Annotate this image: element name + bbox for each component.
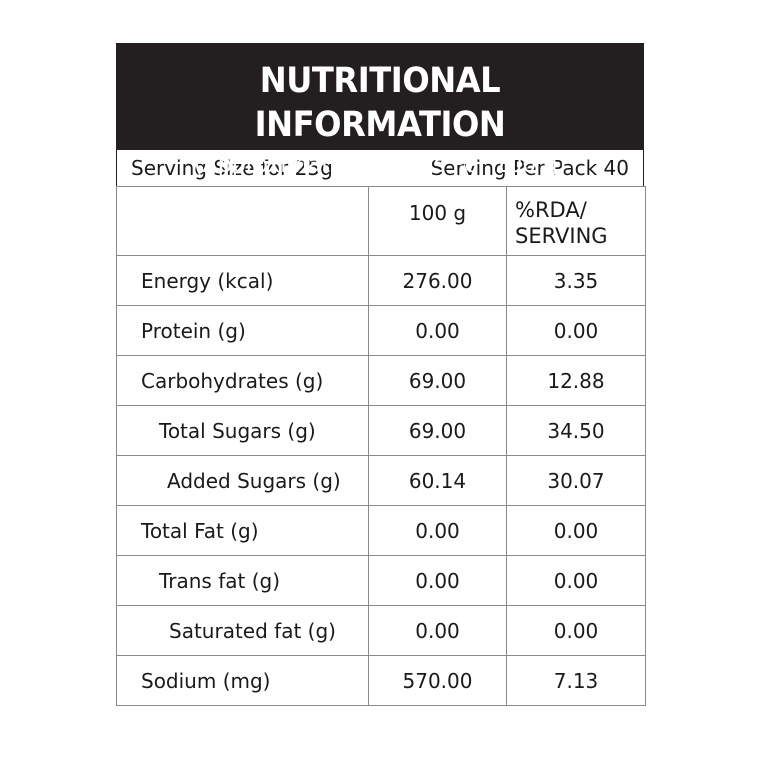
- table-row: Total Sugars (g) 69.00 34.50: [116, 405, 646, 456]
- row-label: Trans fat (g): [116, 555, 369, 606]
- column-header-per-100g: 100 g: [368, 186, 507, 256]
- row-rda-value: 3.35: [506, 255, 646, 306]
- row-per100-value: 0.00: [368, 605, 507, 656]
- row-per100-value: 69.00: [368, 355, 507, 406]
- row-label: Protein (g): [116, 305, 369, 356]
- nutrition-table: 100 g %RDA/ SERVING Energy (kcal) 276.00…: [116, 186, 646, 706]
- row-per100-value: 60.14: [368, 455, 507, 506]
- table-header-row: 100 g %RDA/ SERVING: [116, 186, 646, 256]
- table-row: Saturated fat (g) 0.00 0.00: [116, 605, 646, 656]
- row-per100-value: 0.00: [368, 505, 507, 556]
- serving-size: Serving Size for 25g: [131, 156, 333, 180]
- row-rda-value: 34.50: [506, 405, 646, 456]
- column-header-rda-line2: SERVING: [515, 224, 608, 248]
- row-label: Added Sugars (g): [116, 455, 369, 506]
- column-header-rda: %RDA/ SERVING: [506, 186, 646, 256]
- nutrition-panel: NUTRITIONAL INFORMATION (Approximate Val…: [116, 43, 646, 706]
- row-label: Total Fat (g): [116, 505, 369, 556]
- panel-title: NUTRITIONAL INFORMATION: [254, 61, 506, 145]
- row-rda-value: 0.00: [506, 555, 646, 606]
- panel-subtitle: (Approximate Value As Per 100 g): [194, 150, 566, 178]
- table-row: Sodium (mg) 570.00 7.13: [116, 655, 646, 706]
- row-per100-value: 0.00: [368, 305, 507, 356]
- row-label: Energy (kcal): [116, 255, 369, 306]
- row-label: Saturated fat (g): [116, 605, 369, 656]
- row-per100-value: 0.00: [368, 555, 507, 606]
- row-rda-value: 0.00: [506, 605, 646, 656]
- row-rda-value: 12.88: [506, 355, 646, 406]
- row-rda-value: 7.13: [506, 655, 646, 706]
- row-rda-value: 30.07: [506, 455, 646, 506]
- row-rda-value: 0.00: [506, 305, 646, 356]
- column-header-rda-line1: %RDA/: [515, 198, 587, 222]
- table-row: Added Sugars (g) 60.14 30.07: [116, 455, 646, 506]
- table-row: Trans fat (g) 0.00 0.00: [116, 555, 646, 606]
- servings-per-pack: Serving Per Pack 40: [430, 156, 629, 180]
- table-row: Energy (kcal) 276.00 3.35: [116, 255, 646, 306]
- row-per100-value: 69.00: [368, 405, 507, 456]
- table-row: Carbohydrates (g) 69.00 12.88: [116, 355, 646, 406]
- nutrition-header: NUTRITIONAL INFORMATION (Approximate Val…: [116, 43, 644, 178]
- row-label: Sodium (mg): [116, 655, 369, 706]
- row-label: Carbohydrates (g): [116, 355, 369, 406]
- serving-info-row: Serving Size for 25g Serving Per Pack 40: [116, 150, 644, 186]
- table-row: Protein (g) 0.00 0.00: [116, 305, 646, 356]
- row-label: Total Sugars (g): [116, 405, 369, 456]
- row-per100-value: 276.00: [368, 255, 507, 306]
- row-rda-value: 0.00: [506, 505, 646, 556]
- row-per100-value: 570.00: [368, 655, 507, 706]
- table-row: Total Fat (g) 0.00 0.00: [116, 505, 646, 556]
- header-empty-cell: [116, 186, 369, 256]
